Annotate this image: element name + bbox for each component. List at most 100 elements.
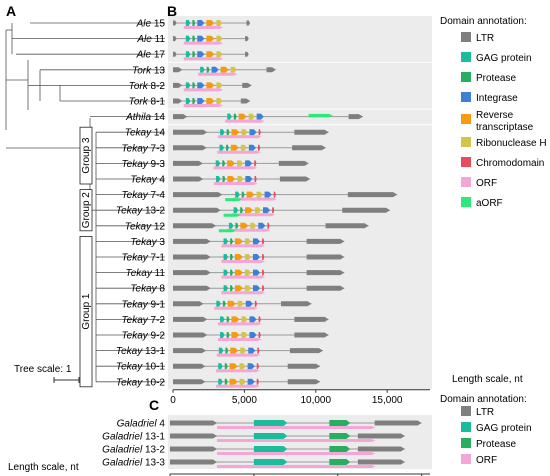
orf-arrow [221, 275, 266, 279]
domain-integrase [211, 66, 219, 73]
orf-arrow [183, 26, 224, 29]
element-number: 12 [151, 221, 165, 232]
group-brackets: Group 3 Group 2 Group 1 [79, 126, 93, 388]
domain-gag-protein [223, 238, 229, 245]
domain-gag-protein [223, 285, 229, 292]
ltr-segment [173, 348, 206, 354]
element-genus: Tekay [116, 362, 143, 373]
domain-protease [329, 459, 351, 465]
legend-swatch [461, 32, 471, 42]
domain-protease [222, 300, 226, 307]
domain-ribonuclease-h [240, 144, 247, 151]
element-genus: Tekay [121, 159, 148, 170]
domain-chromodomain [273, 191, 276, 198]
domain-reverse-transcriptase [234, 254, 243, 260]
group-3-bracket-label: Group 3 [81, 137, 92, 174]
ltr-segment [173, 238, 211, 244]
domain-protease [329, 420, 351, 426]
element-name: Tekay 11 [126, 268, 166, 279]
legend-swatch [461, 177, 471, 187]
domain-ribonuclease-h [239, 363, 246, 370]
element-number: 9-1 [148, 299, 166, 310]
domain-integrase [248, 347, 256, 354]
ltr-segment [374, 420, 422, 426]
domain-chromodomain [254, 300, 258, 307]
element-number: 9-2 [148, 331, 166, 342]
domain-protease [192, 98, 196, 104]
ltr-segment [173, 223, 217, 229]
domain-reverse-transcriptase [206, 20, 215, 26]
ltr-segment [287, 363, 321, 369]
group-2-bracket [79, 189, 93, 232]
legend: LTR GAG protein Protease Integrase Reversetr… [461, 32, 547, 209]
ltr-segment [306, 285, 345, 291]
group-1-bracket-label: Group 1 [81, 293, 92, 330]
group-3-bracket [79, 126, 93, 185]
element-genus: Tekay [116, 206, 143, 217]
ltr-segment [173, 98, 183, 104]
domain-reverse-transcriptase [234, 285, 243, 292]
domain-reverse-transcriptase [227, 300, 236, 307]
orf-arrow [213, 166, 258, 170]
domain-gag-protein [218, 347, 224, 354]
domain-ribonuclease-h [256, 191, 263, 198]
legend-swatch [461, 157, 471, 167]
domain-reverse-transcriptase [229, 363, 238, 370]
domain-gag-protein [220, 332, 225, 338]
orf-arrow [213, 182, 258, 185]
domain-gag-protein [218, 363, 223, 370]
domain-gag-protein [220, 129, 225, 136]
ltr-segment [242, 82, 252, 88]
domain-ribonuclease-h [248, 113, 255, 120]
domain-integrase [197, 82, 205, 89]
orf-arrow [216, 452, 376, 455]
phylogenetic-tree [5, 22, 165, 383]
ltr-segment [170, 446, 217, 452]
group-1-bracket [79, 235, 93, 388]
ltr-segment [306, 254, 345, 260]
element-genus: Tekay [121, 190, 148, 201]
axis-tick-label: 10,000 [300, 395, 331, 406]
ltr-segment [173, 67, 183, 73]
domain-ribonuclease-h [244, 238, 251, 245]
panel-c-letter: C [149, 397, 159, 413]
domain-protease [226, 316, 230, 323]
domain-reverse-transcriptase [220, 66, 229, 73]
domain-chromodomain [262, 238, 265, 245]
legend-swatch [461, 454, 471, 464]
domain-chromodomain [256, 363, 259, 370]
element-number: 3 [157, 237, 166, 248]
element-genus: Tekay [125, 221, 152, 232]
legend-label: Ribonuclease H [476, 138, 547, 149]
domain-chromodomain [262, 285, 265, 292]
element-name: Galadriel 13-3 [102, 458, 165, 469]
ltr-segment [173, 379, 206, 385]
element-name: Tekay 8 [130, 284, 165, 295]
domain-chromodomain [258, 144, 261, 151]
element-name: Ale 17 [136, 50, 166, 61]
domain-ribonuclease-h [237, 160, 244, 167]
ltr-segment [173, 363, 206, 369]
element-name: Ale 15 [136, 19, 166, 30]
ltr-segment [342, 207, 391, 213]
ltr-segment [173, 316, 208, 322]
element-genus: Tork [132, 65, 152, 76]
orf-arrow [221, 260, 266, 263]
element-genus: Ale [136, 19, 152, 30]
orf-arrow [217, 322, 262, 326]
ltr-segment [266, 67, 276, 73]
legend-swatch [461, 72, 471, 82]
domain-protease [329, 446, 351, 452]
ltr-segment [278, 160, 309, 166]
domain-ribonuclease-h [244, 269, 251, 276]
legend-swatch [461, 114, 471, 124]
element-name: Tekay 3 [130, 237, 165, 248]
orf-arrow [216, 369, 260, 373]
legend-swatch [461, 137, 471, 147]
element-genus: Tekay [126, 268, 153, 279]
orf-arrow [216, 465, 376, 468]
element-number: 7-2 [148, 315, 166, 326]
element-number: 10-2 [142, 377, 165, 388]
domain-protease [206, 66, 210, 73]
